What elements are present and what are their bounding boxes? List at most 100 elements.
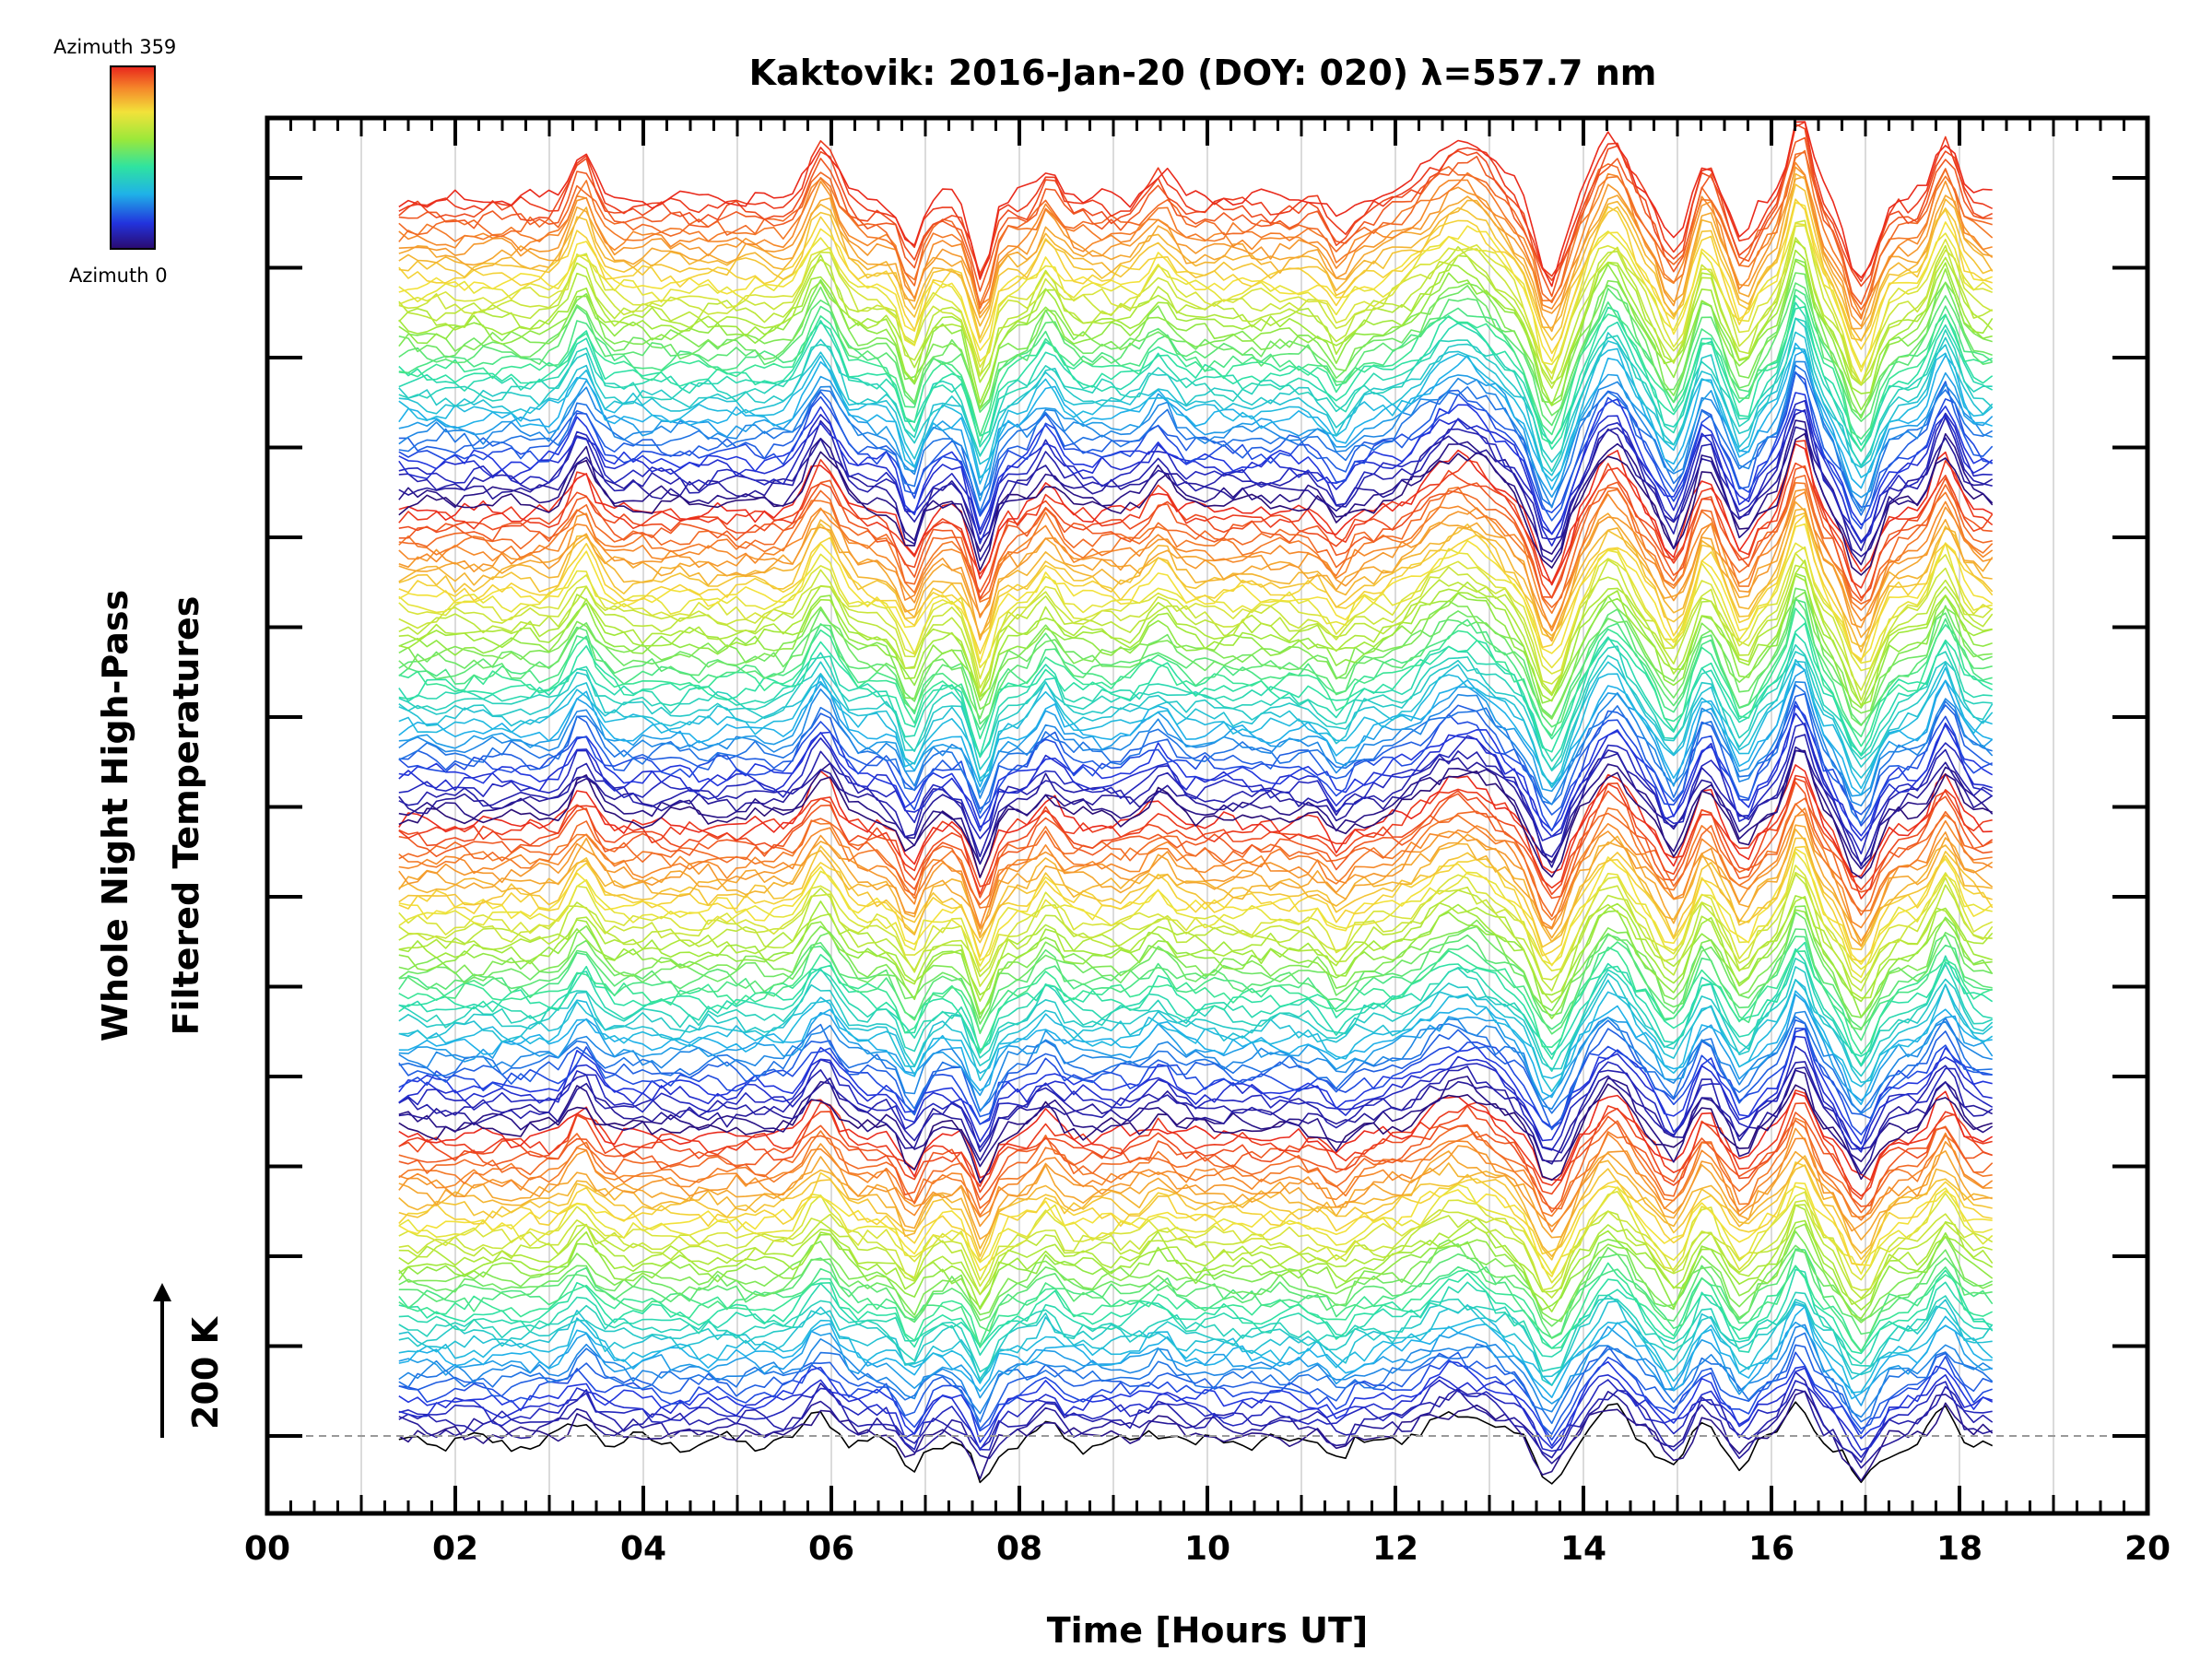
series-line xyxy=(398,294,1994,453)
series-line xyxy=(398,896,1994,1004)
series-line xyxy=(398,475,1993,608)
series-line xyxy=(398,546,1994,679)
series-line xyxy=(398,202,1993,372)
series-line xyxy=(398,151,1993,311)
series-line xyxy=(398,1344,1993,1435)
series-line xyxy=(398,491,1994,632)
series-line xyxy=(398,895,1993,1003)
x-tick-label: 08 xyxy=(996,1530,1042,1568)
series-line xyxy=(398,1132,1994,1233)
series-line xyxy=(398,1230,1994,1324)
series-line xyxy=(398,746,1994,868)
series-line xyxy=(398,462,1994,600)
series-line xyxy=(398,704,1994,837)
x-tick-label: 04 xyxy=(620,1530,666,1568)
series-line xyxy=(398,935,1993,1041)
series-line xyxy=(398,552,1994,691)
series-line xyxy=(398,813,1994,942)
series-line xyxy=(398,1191,1994,1284)
series-line xyxy=(398,183,1993,341)
series-line xyxy=(398,432,1994,576)
series-line xyxy=(398,660,1994,788)
series-line xyxy=(398,360,1993,512)
series-line xyxy=(398,871,1994,987)
series-line xyxy=(398,465,1993,602)
series-line xyxy=(398,559,1993,707)
scale-bar: 200 K xyxy=(153,1283,226,1438)
series-line xyxy=(398,681,1994,806)
series-line xyxy=(398,121,1993,288)
scale-bar-label: 200 K xyxy=(185,1315,226,1430)
x-tick-label: 18 xyxy=(1936,1530,1983,1568)
series-line xyxy=(398,574,1993,706)
series-line xyxy=(398,1112,1993,1213)
series-line xyxy=(398,1045,1994,1151)
series-line xyxy=(398,564,1994,701)
series-layer xyxy=(398,121,1994,1485)
x-tick-label: 14 xyxy=(1560,1530,1606,1568)
series-line xyxy=(398,1150,1993,1241)
series-line xyxy=(398,1262,1994,1352)
series-line xyxy=(398,1268,1994,1365)
series-line xyxy=(398,797,1994,917)
series-line xyxy=(398,622,1994,758)
series-line xyxy=(398,807,1994,929)
series-line xyxy=(398,700,1994,832)
series-line xyxy=(398,596,1993,728)
series-line xyxy=(398,288,1994,440)
series-line xyxy=(398,851,1993,978)
series-line xyxy=(398,572,1993,709)
series-line xyxy=(398,591,1993,720)
series-line xyxy=(398,1367,1993,1451)
series-line xyxy=(398,966,1994,1077)
plot-area xyxy=(265,115,2150,1516)
series-line xyxy=(398,237,1994,389)
series-line xyxy=(398,1028,1993,1145)
series-line xyxy=(398,1117,1993,1221)
series-line xyxy=(398,306,1994,450)
x-tick-label: 20 xyxy=(2124,1530,2171,1568)
series-line xyxy=(398,426,1994,563)
x-tick-label: 06 xyxy=(808,1530,854,1568)
series-line xyxy=(398,778,1994,896)
series-line xyxy=(398,408,1994,547)
series-line xyxy=(398,1016,1993,1114)
series-line xyxy=(398,1089,1993,1197)
series-line xyxy=(398,749,1994,870)
scale-bar-arrowhead-icon xyxy=(153,1283,171,1301)
series-line xyxy=(398,1390,1994,1482)
x-tick-label: 02 xyxy=(432,1530,478,1568)
series-line xyxy=(398,947,1993,1055)
series-line xyxy=(398,1299,1993,1382)
series-line xyxy=(398,928,1993,1035)
series-line xyxy=(398,136,1993,305)
series-line xyxy=(398,249,1994,406)
series-line xyxy=(398,317,1994,466)
series-line xyxy=(398,1183,1993,1275)
series-line xyxy=(398,749,1994,879)
series-line xyxy=(398,317,1993,473)
series-line xyxy=(398,198,1993,355)
series-line xyxy=(398,994,1994,1101)
series-line xyxy=(398,272,1993,417)
series-line xyxy=(398,781,1993,900)
series-line xyxy=(398,1248,1994,1353)
series-line xyxy=(398,1401,1994,1485)
series-line xyxy=(398,301,1994,453)
series-line xyxy=(398,1219,1994,1312)
series-line xyxy=(398,1351,1993,1441)
series-line xyxy=(398,734,1994,867)
series-line xyxy=(398,222,1994,369)
series-line xyxy=(398,659,1993,790)
series-line xyxy=(398,392,1994,535)
series-line xyxy=(398,371,1993,530)
series-line xyxy=(398,979,1994,1088)
series-line xyxy=(398,1291,1993,1373)
series-line xyxy=(398,149,1994,320)
colorbar-top-label: Azimuth 359 xyxy=(53,36,176,58)
series-line xyxy=(398,905,1994,1019)
series-line xyxy=(398,1182,1993,1277)
series-line xyxy=(398,1069,1994,1168)
series-line xyxy=(398,979,1994,1092)
x-tick-label: 00 xyxy=(244,1530,290,1568)
